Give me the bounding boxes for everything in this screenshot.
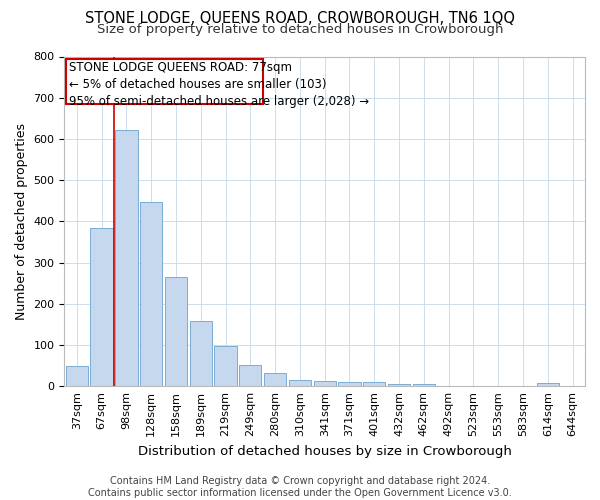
X-axis label: Distribution of detached houses by size in Crowborough: Distribution of detached houses by size …: [138, 444, 512, 458]
Bar: [65, 366, 88, 386]
Text: Size of property relative to detached houses in Crowborough: Size of property relative to detached ho…: [97, 22, 503, 36]
FancyBboxPatch shape: [65, 58, 263, 104]
Bar: [190, 322, 212, 386]
Text: Contains HM Land Registry data © Crown copyright and database right 2024.
Contai: Contains HM Land Registry data © Crown c…: [88, 476, 512, 498]
Bar: [363, 382, 385, 386]
Bar: [413, 384, 435, 386]
Text: STONE LODGE QUEENS ROAD: 77sqm
← 5% of detached houses are smaller (103)
95% of : STONE LODGE QUEENS ROAD: 77sqm ← 5% of d…: [70, 60, 370, 108]
Bar: [314, 381, 336, 386]
Bar: [140, 202, 163, 386]
Y-axis label: Number of detached properties: Number of detached properties: [15, 123, 28, 320]
Bar: [264, 373, 286, 386]
Bar: [388, 384, 410, 386]
Bar: [239, 365, 262, 386]
Bar: [338, 382, 361, 386]
Bar: [165, 277, 187, 386]
Text: STONE LODGE, QUEENS ROAD, CROWBOROUGH, TN6 1QQ: STONE LODGE, QUEENS ROAD, CROWBOROUGH, T…: [85, 11, 515, 26]
Bar: [91, 228, 113, 386]
Bar: [115, 130, 137, 386]
Bar: [214, 346, 236, 386]
Bar: [536, 383, 559, 386]
Bar: [289, 380, 311, 386]
